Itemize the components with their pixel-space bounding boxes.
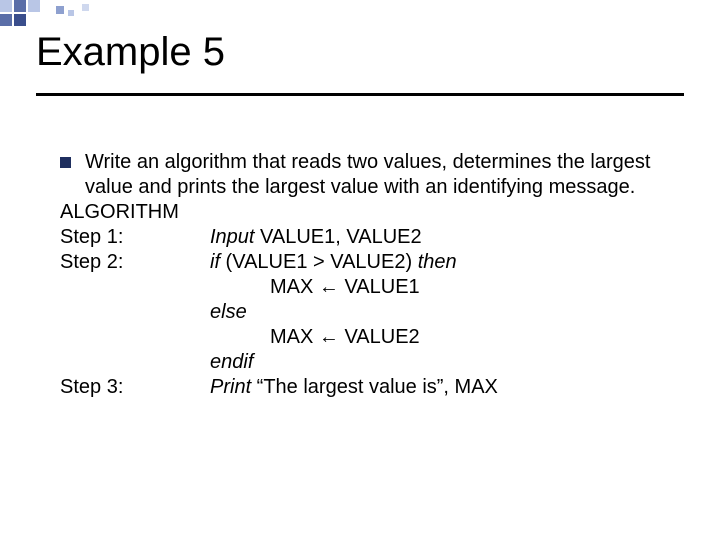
if-keyword: if [210,251,220,273]
deco-square [82,4,89,11]
deco-square [56,6,64,14]
step-1-label: Step 1: [60,225,210,250]
step-2-line-4: MAX ← VALUE2 [210,325,680,350]
if-condition: (VALUE1 > VALUE2) [220,251,418,273]
deco-square [14,14,26,26]
slide-content: Write an algorithm that reads two values… [60,150,680,400]
step-2: Step 2: if (VALUE1 > VALUE2) then MAX ← … [60,250,680,375]
step-2-line-1: if (VALUE1 > VALUE2) then [210,250,680,275]
then-keyword: then [418,251,457,273]
step-2-body: if (VALUE1 > VALUE2) then MAX ← VALUE1 e… [210,250,680,375]
deco-square [68,10,74,16]
step-1-body: Input VALUE1, VALUE2 [210,225,680,250]
deco-square [0,0,12,12]
intro-bullet-row: Write an algorithm that reads two values… [60,150,680,200]
title-underline [36,93,684,96]
step-2-label: Step 2: [60,250,210,375]
step-3: Step 3: Print “The largest value is”, MA… [60,375,680,400]
square-bullet-icon [60,157,71,168]
step-1: Step 1: Input VALUE1, VALUE2 [60,225,680,250]
step-3-body: Print “The largest value is”, MAX [210,375,680,400]
deco-square [14,0,26,12]
print-keyword: Print [210,376,251,398]
else-keyword: else [210,300,680,325]
deco-square [0,14,12,26]
step-3-label: Step 3: [60,375,210,400]
endif-keyword: endif [210,350,680,375]
step-2-line-2: MAX ← VALUE1 [210,275,680,300]
deco-square [28,0,40,12]
slide-title: Example 5 [36,30,684,75]
intro-text: Write an algorithm that reads two values… [85,150,680,200]
input-keyword: Input [210,226,254,248]
step-1-args: VALUE1, VALUE2 [254,226,421,248]
corner-decoration [0,0,110,30]
title-area: Example 5 [36,30,684,96]
step-3-args: “The largest value is”, MAX [251,376,498,398]
algorithm-heading: ALGORITHM [60,200,680,225]
